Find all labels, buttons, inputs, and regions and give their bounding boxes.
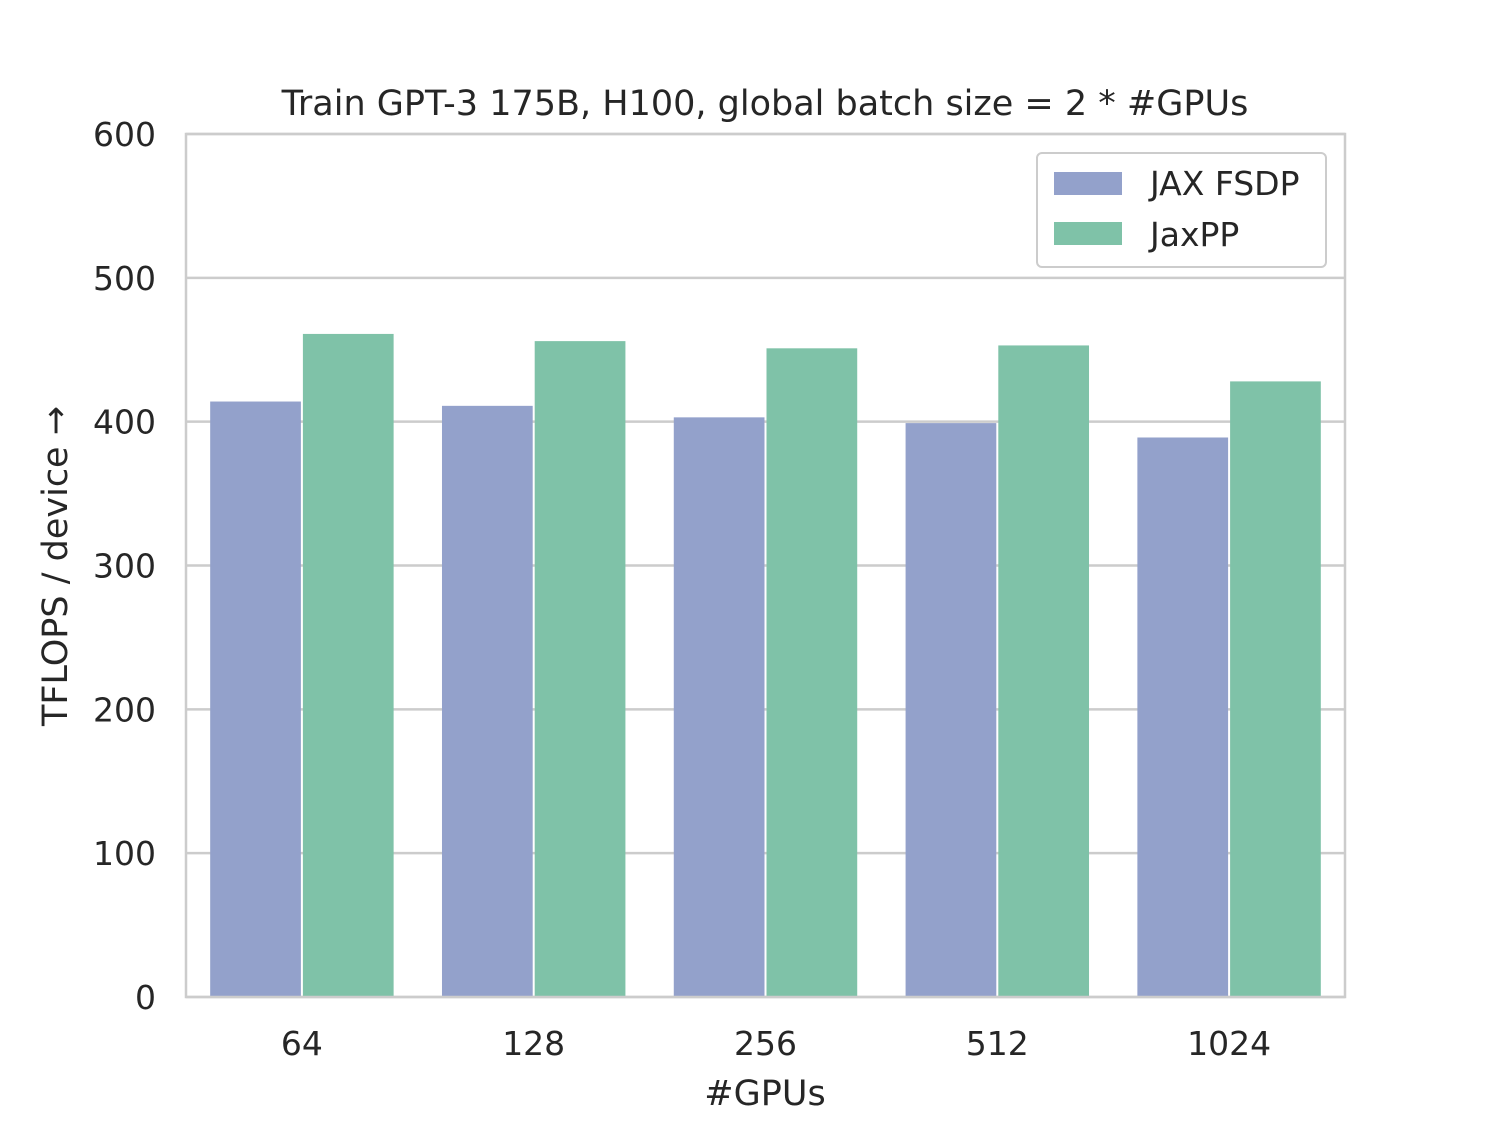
x-axis-label: #GPUs bbox=[704, 1074, 825, 1114]
bar-jaxpp-128 bbox=[534, 341, 626, 997]
bar-jaxpp-512 bbox=[998, 345, 1090, 997]
bar-jaxpp-64 bbox=[302, 333, 394, 997]
bar-jax-fsdp-128 bbox=[441, 405, 533, 998]
legend-swatch-jaxpp bbox=[1054, 222, 1122, 245]
bar-jax-fsdp-512 bbox=[905, 423, 997, 998]
x-tick-label: 128 bbox=[502, 1024, 565, 1063]
x-tick-label: 512 bbox=[966, 1024, 1029, 1063]
legend-label-jaxpp: JaxPP bbox=[1148, 215, 1239, 254]
legend-label-jax-fsdp: JAX FSDP bbox=[1148, 164, 1299, 203]
bar-jax-fsdp-64 bbox=[210, 401, 301, 997]
legend-swatch-jax-fsdp bbox=[1054, 172, 1122, 195]
legend: JAX FSDP JaxPP bbox=[1036, 152, 1327, 268]
x-tick-labels: 64 128 256 512 1024 bbox=[281, 1024, 1271, 1063]
bar-jaxpp-256 bbox=[766, 348, 858, 998]
y-axis-label: TFLOPS / device → bbox=[36, 406, 76, 727]
y-tick-label: 300 bbox=[93, 547, 156, 586]
y-tick-label: 0 bbox=[135, 978, 156, 1017]
y-tick-label: 400 bbox=[93, 403, 156, 442]
bar-jaxpp-1024 bbox=[1230, 381, 1321, 998]
x-tick-label: 64 bbox=[281, 1024, 323, 1063]
x-tick-label: 256 bbox=[734, 1024, 797, 1063]
y-tick-label: 200 bbox=[93, 690, 156, 729]
y-tick-label: 100 bbox=[93, 834, 156, 873]
y-tick-labels: 0 100 200 300 400 500 600 bbox=[93, 115, 156, 1017]
y-tick-label: 500 bbox=[93, 259, 156, 298]
bar-jax-fsdp-1024 bbox=[1137, 437, 1229, 997]
bars bbox=[210, 333, 1321, 998]
y-tick-label: 600 bbox=[93, 115, 156, 154]
bar-jax-fsdp-256 bbox=[673, 417, 765, 997]
axes-frame bbox=[184, 132, 1347, 999]
chart-title: Train GPT-3 175B, H100, global batch siz… bbox=[281, 84, 1249, 124]
x-tick-label: 1024 bbox=[1187, 1024, 1271, 1063]
